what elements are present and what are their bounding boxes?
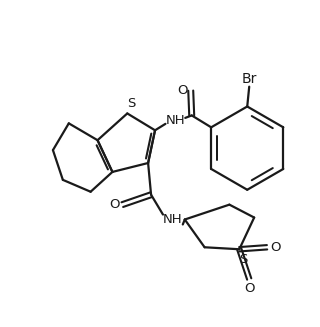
- Text: O: O: [109, 198, 120, 211]
- Text: S: S: [239, 253, 247, 266]
- Text: Br: Br: [242, 72, 257, 86]
- Text: S: S: [127, 97, 135, 110]
- Text: O: O: [271, 241, 281, 254]
- Text: O: O: [178, 84, 188, 97]
- Text: NH: NH: [163, 213, 183, 226]
- Text: NH: NH: [165, 114, 185, 128]
- Text: O: O: [244, 283, 254, 295]
